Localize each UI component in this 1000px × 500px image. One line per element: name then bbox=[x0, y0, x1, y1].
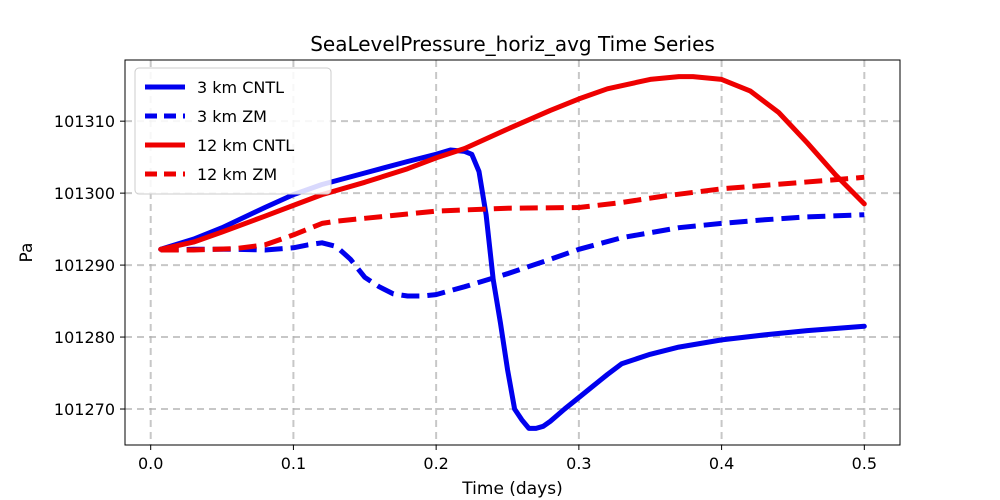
legend-label: 3 km CNTL bbox=[197, 78, 284, 97]
y-tick-label: 101310 bbox=[54, 112, 115, 131]
x-tick-label: 0.3 bbox=[566, 454, 591, 473]
x-tick-label: 0.4 bbox=[709, 454, 734, 473]
y-axis-label: Pa bbox=[17, 243, 37, 263]
legend-label: 3 km ZM bbox=[197, 107, 267, 126]
plot-frame bbox=[124, 59, 901, 446]
series-line-2 bbox=[160, 212, 865, 299]
series-layer bbox=[158, 74, 867, 431]
chart-title: SeaLevelPressure_horiz_avg Time Series bbox=[310, 32, 715, 56]
x-tick-label: 0.5 bbox=[852, 454, 877, 473]
legend-box bbox=[134, 67, 332, 195]
x-tick-label: 0.1 bbox=[281, 454, 306, 473]
legend: 3 km CNTL 3 km ZM 12 km CNTL 12 km ZM bbox=[134, 67, 332, 195]
series-line-1 bbox=[158, 147, 867, 431]
x-axis-label: Time (days) bbox=[461, 479, 562, 499]
x-tick-label: 0.2 bbox=[423, 454, 448, 473]
y-tick-label: 101270 bbox=[54, 400, 115, 419]
y-tick-label: 101290 bbox=[54, 256, 115, 275]
x-tick-label: 0.0 bbox=[138, 454, 163, 473]
series-line-3 bbox=[158, 74, 867, 252]
series-line-4 bbox=[160, 174, 865, 253]
axis-ticks: 0.0 0.1 0.2 0.3 0.4 0.5 101270 101280 101290 1013… bbox=[54, 112, 877, 473]
y-tick-label: 101300 bbox=[54, 184, 115, 203]
legend-label: 12 km CNTL bbox=[197, 136, 294, 155]
legend-label: 12 km ZM bbox=[197, 165, 277, 184]
y-tick-label: 101280 bbox=[54, 328, 115, 347]
